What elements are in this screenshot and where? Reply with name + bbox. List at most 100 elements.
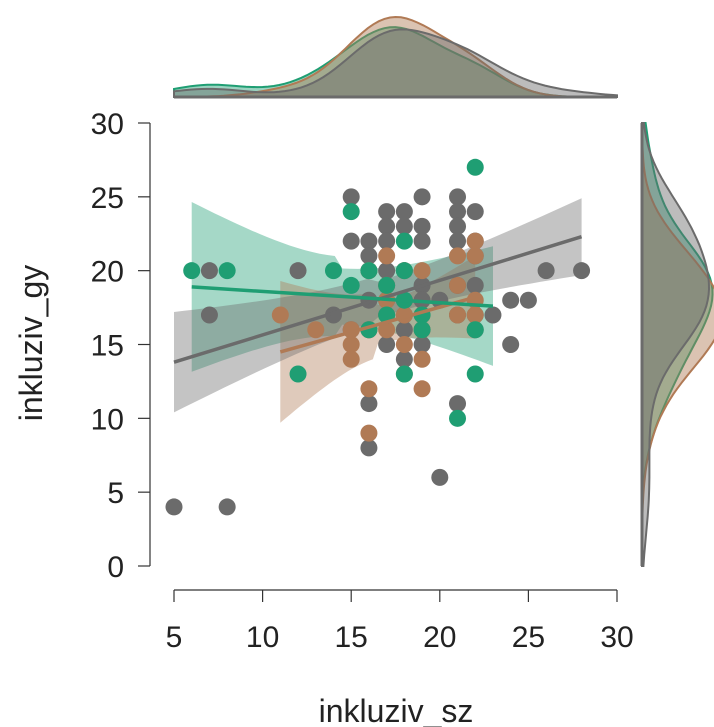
- data-point: [466, 158, 484, 176]
- data-point: [413, 380, 431, 398]
- data-point: [289, 262, 307, 280]
- data-point: [342, 203, 360, 221]
- data-point: [360, 395, 378, 413]
- data-point: [449, 409, 467, 427]
- data-point: [360, 380, 378, 398]
- data-point: [307, 321, 325, 339]
- data-point: [324, 262, 342, 280]
- regression-line: [191, 285, 494, 308]
- data-point: [395, 336, 413, 353]
- data-point: [378, 336, 396, 353]
- data-point: [183, 262, 201, 280]
- x-tick-label: 25: [512, 621, 545, 654]
- data-point: [342, 188, 360, 206]
- data-point: [395, 350, 413, 368]
- data-point: [395, 365, 413, 383]
- data-point: [378, 262, 396, 280]
- data-point: [395, 203, 413, 221]
- y-density-curve: [641, 122, 711, 567]
- x-tick-label: 10: [246, 621, 279, 654]
- data-point: [537, 262, 555, 280]
- data-point: [395, 321, 413, 339]
- data-point: [449, 276, 467, 294]
- x-tick-label: 5: [166, 621, 183, 654]
- data-point: [413, 217, 431, 235]
- data-point: [289, 365, 307, 383]
- data-point: [342, 336, 360, 353]
- data-point: [395, 217, 413, 235]
- x-tick-label: 15: [335, 621, 368, 654]
- data-point: [484, 306, 502, 324]
- data-point: [218, 262, 236, 280]
- top-marginal-density: [173, 15, 618, 99]
- data-point: [378, 232, 396, 250]
- regression-line: [279, 295, 476, 354]
- data-point: [360, 262, 378, 280]
- data-point: [502, 291, 520, 309]
- data-point: [165, 498, 183, 516]
- y-density-curve: [641, 122, 714, 566]
- x-density-curve: [173, 15, 617, 98]
- data-point: [449, 217, 467, 235]
- data-point: [449, 232, 467, 250]
- data-point: [413, 262, 431, 280]
- y-tick-label: 10: [91, 403, 124, 436]
- data-point: [413, 188, 431, 206]
- data-point: [449, 188, 467, 206]
- data-point: [342, 350, 360, 368]
- y-tick-label: 5: [107, 477, 124, 510]
- data-point: [218, 498, 236, 516]
- data-point: [378, 321, 396, 339]
- data-point: [360, 439, 378, 457]
- data-point: [378, 247, 396, 265]
- x-tick-label: 20: [423, 621, 456, 654]
- data-point: [466, 365, 484, 383]
- y-tick-label: 30: [91, 108, 124, 141]
- data-point: [449, 306, 467, 324]
- data-point: [449, 203, 467, 221]
- data-point: [271, 306, 289, 324]
- y-tick-label: 0: [107, 551, 124, 584]
- data-point: [413, 350, 431, 368]
- data-point: [413, 336, 431, 353]
- x-tick-label: 30: [600, 621, 633, 654]
- data-point: [449, 395, 467, 413]
- data-point: [378, 203, 396, 221]
- x-density-curve: [173, 28, 618, 98]
- data-point: [200, 306, 218, 324]
- data-point: [449, 247, 467, 265]
- data-point: [466, 247, 484, 265]
- x-axis: 5 10 15 20 25 30: [166, 589, 634, 654]
- y-tick-label: 20: [91, 256, 124, 289]
- data-point: [466, 276, 484, 294]
- regression-lines: [173, 235, 583, 364]
- data-point: [200, 262, 218, 280]
- y-tick-label: 15: [91, 330, 124, 363]
- data-point: [466, 321, 484, 339]
- data-point: [413, 321, 431, 339]
- data-point: [360, 247, 378, 265]
- data-point: [466, 306, 484, 324]
- scatter-points: [165, 158, 591, 516]
- data-point: [395, 232, 413, 250]
- confidence-bands: [174, 198, 582, 423]
- y-axis: 0 5 10 15 20 25 30: [91, 108, 151, 584]
- data-point: [466, 232, 484, 250]
- data-point: [360, 424, 378, 442]
- y-tick-label: 25: [91, 182, 124, 215]
- data-point: [378, 217, 396, 235]
- data-point: [466, 203, 484, 221]
- data-point: [413, 232, 431, 250]
- data-point: [573, 262, 591, 280]
- data-point: [378, 276, 396, 294]
- right-marginal-density: [640, 122, 714, 567]
- data-point: [342, 232, 360, 250]
- data-point: [502, 336, 520, 353]
- data-point: [395, 262, 413, 280]
- data-point: [360, 232, 378, 250]
- data-point: [431, 468, 449, 486]
- x-axis-title: inkluziv_sz: [319, 693, 474, 727]
- data-point: [519, 291, 537, 309]
- data-point: [342, 276, 360, 294]
